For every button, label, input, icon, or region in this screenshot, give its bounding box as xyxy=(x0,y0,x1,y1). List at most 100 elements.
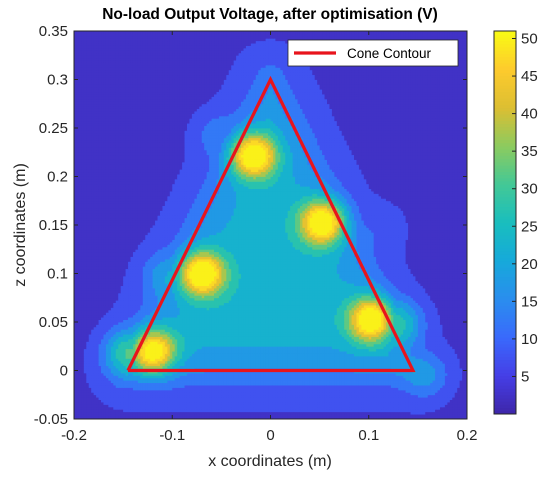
contour-cell xyxy=(145,397,148,400)
contour-cell xyxy=(403,375,406,378)
contour-cell xyxy=(322,375,325,378)
contour-cell xyxy=(425,412,428,415)
contour-cell xyxy=(101,375,104,378)
contour-cell xyxy=(189,395,192,398)
contour-cell xyxy=(275,354,278,357)
contour-cell xyxy=(172,344,175,347)
contour-cell xyxy=(418,344,421,347)
contour-cell xyxy=(430,378,433,381)
contour-cell xyxy=(155,387,158,390)
contour-cell xyxy=(116,404,119,407)
contour-cell xyxy=(106,414,109,417)
contour-cell xyxy=(369,400,372,403)
contour-cell xyxy=(325,363,328,366)
contour-cell xyxy=(123,363,126,366)
contour-cell xyxy=(420,354,423,357)
contour-cell xyxy=(430,397,433,400)
contour-cell xyxy=(283,373,286,376)
contour-cell xyxy=(180,346,183,349)
contour-cell xyxy=(300,356,303,359)
contour-cell xyxy=(307,397,310,400)
contour-cell xyxy=(175,390,178,393)
contour-cell xyxy=(202,378,205,381)
contour-cell xyxy=(364,349,367,352)
contour-cell xyxy=(342,361,345,364)
contour-cell xyxy=(108,387,111,390)
contour-cell xyxy=(76,404,79,407)
contour-cell xyxy=(415,366,418,369)
contour-cell xyxy=(79,341,82,344)
contour-cell xyxy=(268,375,271,378)
contour-cell xyxy=(256,385,259,388)
contour-cell xyxy=(379,404,382,407)
contour-cell xyxy=(337,412,340,415)
contour-cell xyxy=(231,407,234,410)
contour-cell xyxy=(352,356,355,359)
contour-cell xyxy=(406,366,409,369)
contour-cell xyxy=(133,349,136,352)
contour-cell xyxy=(337,346,340,349)
contour-cell xyxy=(180,397,183,400)
contour-cell xyxy=(138,354,141,357)
contour-cell xyxy=(199,412,202,415)
contour-cell xyxy=(344,409,347,412)
contour-cell xyxy=(344,363,347,366)
contour-cell xyxy=(356,380,359,383)
contour-cell xyxy=(76,390,79,393)
contour-cell xyxy=(216,395,219,398)
contour-cell xyxy=(243,344,246,347)
contour-cell xyxy=(243,349,246,352)
contour-cell xyxy=(278,375,281,378)
contour-cell xyxy=(423,366,426,369)
contour-cell xyxy=(347,414,350,417)
contour-cell xyxy=(396,390,399,393)
contour-cell xyxy=(224,351,227,354)
contour-cell xyxy=(268,392,271,395)
contour-cell xyxy=(103,356,106,359)
contour-cell xyxy=(84,404,87,407)
contour-cell xyxy=(256,402,259,405)
contour-cell xyxy=(361,407,364,410)
contour-cell xyxy=(455,373,458,376)
contour-cell xyxy=(96,375,99,378)
contour-cell xyxy=(268,412,271,415)
contour-cell xyxy=(455,412,458,415)
contour-cell xyxy=(143,390,146,393)
contour-cell xyxy=(194,363,197,366)
contour-cell xyxy=(307,378,310,381)
contour-cell xyxy=(170,378,173,381)
contour-cell xyxy=(236,387,239,390)
contour-cell xyxy=(359,378,362,381)
contour-cell xyxy=(158,375,161,378)
contour-cell xyxy=(158,387,161,390)
contour-cell xyxy=(302,361,305,364)
contour-cell xyxy=(148,412,151,415)
contour-cell xyxy=(450,397,453,400)
contour-cell xyxy=(273,407,276,410)
contour-cell xyxy=(185,373,188,376)
contour-cell xyxy=(396,344,399,347)
contour-cell xyxy=(192,358,195,361)
contour-cell xyxy=(383,378,386,381)
contour-cell xyxy=(241,354,244,357)
contour-cell xyxy=(199,349,202,352)
contour-cell xyxy=(420,373,423,376)
contour-cell xyxy=(111,351,114,354)
contour-cell xyxy=(273,387,276,390)
contour-cell xyxy=(317,373,320,376)
contour-cell xyxy=(118,400,121,403)
contour-cell xyxy=(293,380,296,383)
contour-cell xyxy=(126,344,129,347)
contour-cell xyxy=(288,414,291,417)
contour-cell xyxy=(212,397,215,400)
contour-cell xyxy=(209,412,212,415)
contour-cell xyxy=(239,412,242,415)
contour-cell xyxy=(192,375,195,378)
contour-cell xyxy=(305,404,308,407)
contour-cell xyxy=(150,400,153,403)
contour-cell xyxy=(170,356,173,359)
contour-cell xyxy=(84,375,87,378)
contour-cell xyxy=(325,366,328,369)
contour-cell xyxy=(283,385,286,388)
contour-cell xyxy=(457,368,460,371)
